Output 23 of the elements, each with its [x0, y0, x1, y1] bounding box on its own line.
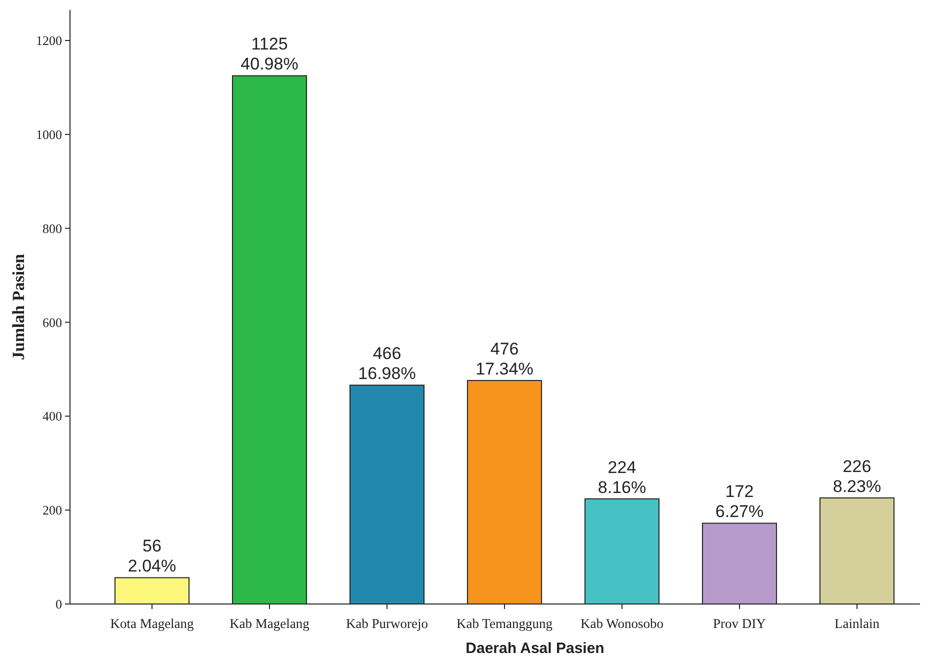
- data-label: 224 8.16%: [598, 458, 646, 497]
- y-tick-label: 600: [42, 314, 62, 330]
- data-label: 1125 40.98%: [240, 34, 298, 74]
- y-tick-label: 800: [42, 220, 62, 236]
- data-label: 466 16.98%: [358, 344, 416, 384]
- x-axis-title: Daerah Asal Pasien: [466, 640, 604, 657]
- x-tick-label: Lainlain: [834, 616, 880, 631]
- data-label: 172 6.27%: [715, 482, 764, 522]
- y-axis-title: Jumlah Pasien: [9, 253, 28, 360]
- y-tick-label: 1200: [36, 33, 62, 48]
- x-tick-label: Kab Magelang: [230, 616, 310, 631]
- y-tick-label: 200: [42, 502, 62, 518]
- data-label: 476 17.34%: [476, 339, 534, 378]
- data-label: 56 2.04%: [128, 536, 176, 576]
- x-tick-label: Kab Temanggung: [456, 616, 553, 631]
- y-tick-label: 1000: [36, 126, 62, 142]
- data-label: 226 8.23%: [832, 456, 882, 496]
- y-tick-label: 400: [42, 408, 62, 424]
- x-tick-label: Kab Wonosobo: [580, 616, 664, 631]
- x-tick-label: Kab Purworejo: [346, 616, 428, 631]
- x-tick-label: Kota Magelang: [110, 616, 194, 631]
- y-tick-label: 0: [56, 596, 62, 612]
- x-tick-label: Prov DIY: [713, 616, 766, 631]
